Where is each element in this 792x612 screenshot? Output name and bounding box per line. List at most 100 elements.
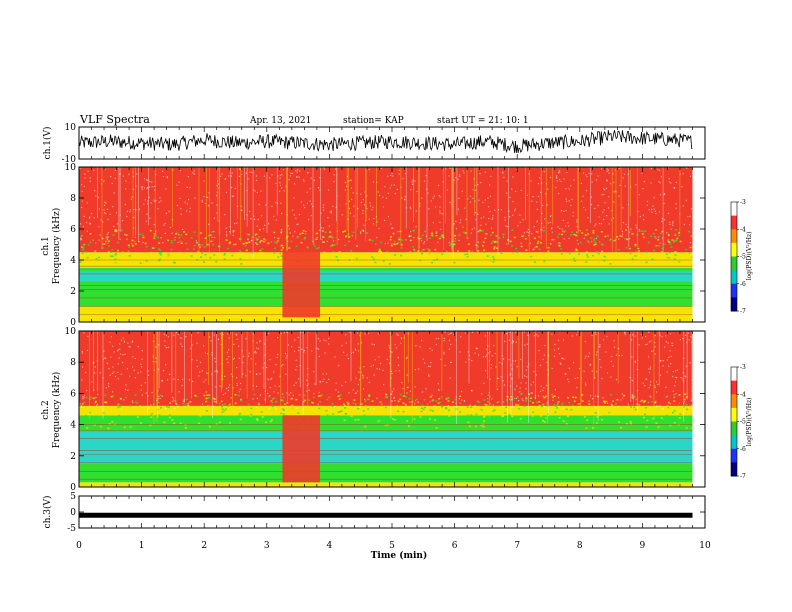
spec2-speckle xyxy=(264,399,266,401)
spec2-speckle xyxy=(469,404,471,406)
spec1-speckle xyxy=(505,225,507,227)
spec2-speckle xyxy=(140,363,142,365)
spec1-speckle xyxy=(491,218,493,220)
spec2-mix xyxy=(112,411,114,414)
spec1-speckle xyxy=(627,173,629,175)
spec2-speckle xyxy=(232,387,234,389)
spec2-speckle xyxy=(435,338,437,340)
spec2-mix xyxy=(297,412,300,414)
spec2-mix xyxy=(129,405,132,407)
spec1-speckle xyxy=(334,168,337,170)
spec2-speckle xyxy=(311,401,313,403)
spec2-mix xyxy=(367,424,369,427)
spec1-mix xyxy=(322,236,325,238)
spec1-speckle xyxy=(176,184,178,186)
spec1-mix xyxy=(629,252,632,255)
spec2-speckle xyxy=(515,397,518,399)
spec2-mix xyxy=(328,396,331,399)
spec1-mix xyxy=(259,249,262,252)
spec1-speckle xyxy=(323,167,325,169)
spec2-band-yellow xyxy=(79,405,693,416)
spec1-speckle xyxy=(612,217,614,219)
spec1-speckle xyxy=(488,217,490,220)
spec2-mix xyxy=(156,419,159,421)
spec2-speckle xyxy=(524,344,526,346)
spec1-speckle xyxy=(347,218,349,220)
spec1-mix xyxy=(475,244,478,246)
spec2-speckle xyxy=(323,378,325,380)
ch1-waveform-line xyxy=(78,130,693,154)
spec1-mix xyxy=(89,241,92,243)
spec1-mix xyxy=(229,241,231,244)
spec1-speckle xyxy=(669,221,671,223)
spec2-mix xyxy=(642,400,645,402)
spec1-speckle xyxy=(576,221,578,223)
spec2-speckle xyxy=(651,350,653,352)
spec2-speckle xyxy=(97,403,99,405)
spec1-speckle xyxy=(281,187,283,189)
spec2-speckle xyxy=(554,389,556,391)
spec1-speckle xyxy=(485,223,487,225)
spec1-speckle xyxy=(189,187,191,189)
spec2-speckle xyxy=(431,349,433,351)
spec1-speckle xyxy=(102,243,104,245)
spec2-mix xyxy=(612,400,615,402)
spec1-mix xyxy=(323,251,326,254)
spec1-mix xyxy=(82,244,85,246)
time-axis: 0 1 2 3 4 5 6 7 8 9 10 xyxy=(76,541,711,551)
spec2-speckle xyxy=(476,348,478,350)
spec2-speckle xyxy=(259,394,261,396)
spec1-speckle xyxy=(489,211,491,213)
spec1-mix xyxy=(256,243,259,246)
spec1-mix xyxy=(421,234,424,237)
spec2-speckle xyxy=(81,366,84,368)
spec2-speckle xyxy=(341,406,343,408)
spec2-mix xyxy=(420,410,423,413)
spec2-speckle xyxy=(285,405,288,407)
spec2-ytick-label: 2 xyxy=(70,452,76,462)
spec2-speckle xyxy=(313,371,315,373)
spec1-speckle xyxy=(319,189,321,191)
spec1-mix xyxy=(676,237,679,240)
spec2-speckle xyxy=(525,369,528,371)
spec2-speckle xyxy=(391,351,393,353)
spec1-mix xyxy=(338,251,341,253)
spec1-speckle xyxy=(646,200,648,203)
spec2-speckle xyxy=(280,365,283,367)
spec1-speckle xyxy=(482,201,484,204)
spec1-mix xyxy=(410,235,412,237)
spec2-mix xyxy=(619,426,622,429)
spec1-speckle xyxy=(372,223,375,225)
spec1-mix xyxy=(288,247,291,249)
spec1-speckle xyxy=(392,175,394,177)
spec1-speckle xyxy=(141,188,143,190)
spec2-speckle xyxy=(236,384,238,386)
spec1-mix xyxy=(609,263,612,265)
colorbar1-swatch xyxy=(731,215,737,230)
spec1-mix xyxy=(195,242,198,244)
spec2-speckle xyxy=(650,366,652,368)
spec2-speckle xyxy=(141,394,144,396)
spec1-speckle xyxy=(490,168,493,170)
spec2-mix xyxy=(439,401,442,404)
spec2-speckle xyxy=(345,381,347,383)
spec2-speckle xyxy=(428,365,430,367)
spec1-speckle xyxy=(376,237,378,239)
spec2-speckle xyxy=(629,376,631,379)
spec1-speckle xyxy=(415,226,417,228)
spec1-speckle xyxy=(474,200,476,202)
spec2-mix xyxy=(368,394,371,396)
spec1-speckle xyxy=(298,176,300,178)
xtick-label: 6 xyxy=(452,541,458,551)
spec1-speckle xyxy=(504,216,506,219)
spec2-speckle xyxy=(302,403,304,405)
spec2-speckle xyxy=(388,347,391,349)
spec1-speckle xyxy=(280,202,282,204)
spec2-speckle xyxy=(525,388,527,390)
spec1-mix xyxy=(671,239,674,241)
spec2-speckle xyxy=(576,387,578,389)
spec2-mix xyxy=(476,417,479,419)
spec1-mix xyxy=(674,254,677,256)
spec1-speckle xyxy=(655,212,657,214)
spec1-mix xyxy=(481,229,484,232)
